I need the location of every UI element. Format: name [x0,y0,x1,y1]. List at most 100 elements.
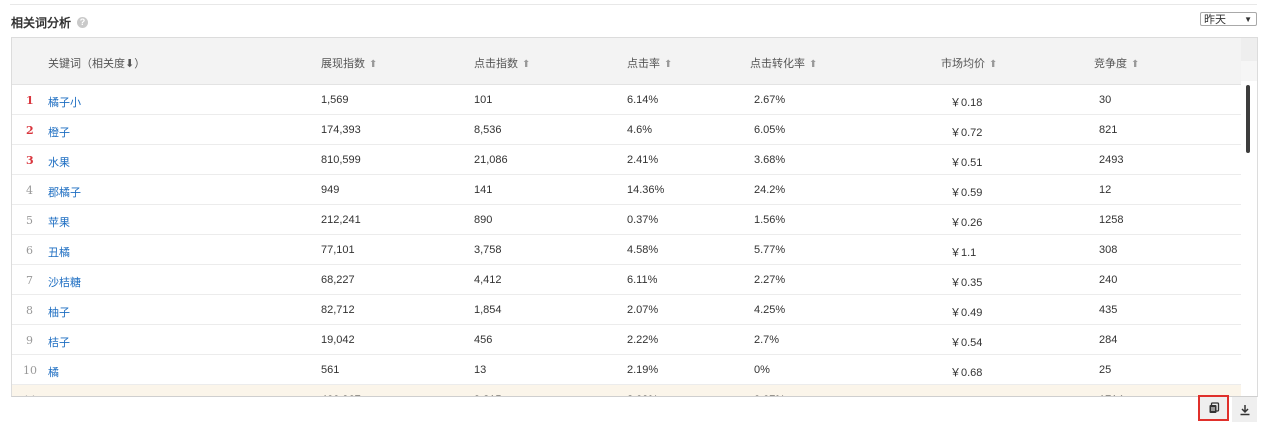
download-button[interactable] [1232,397,1257,422]
keyword-link[interactable]: 橘子小 [48,97,81,109]
cell-clicks: 141 [474,184,493,196]
cell-clicks: 456 [474,334,493,346]
cell-competition: 308 [1099,244,1118,256]
sort-icon: ⬆ [809,59,818,70]
cell-ctr: 2.19% [627,364,659,376]
cell-competition: 1258 [1099,214,1124,226]
cell-impressions: 561 [321,364,340,376]
column-header-keyword[interactable]: 关键词（相关度⬇） [48,58,146,70]
section-title: 相关词分析 [11,16,72,30]
keyword-link[interactable]: 丑橘 [48,247,70,259]
column-header-impressions[interactable]: 展现指数 ⬆ [321,58,378,70]
keyword-link[interactable]: 苹果 [48,217,70,229]
section-header: 相关词分析 ? [11,14,89,31]
cell-ctr: 2.22% [627,334,659,346]
copy-icon [1209,402,1219,413]
cell-cvr: 6.05% [754,124,786,136]
cell-competition: 30 [1099,94,1112,106]
row-rank: 2 [26,124,34,137]
cell-price: ￥0.51 [950,157,983,169]
cell-impressions: 949 [321,184,340,196]
cell-competition: 284 [1099,334,1118,346]
keyword-link[interactable]: 桔子 [48,337,70,349]
column-header-clicks[interactable]: 点击指数 ⬆ [474,58,531,70]
keyword-link[interactable]: 柚子 [48,307,70,319]
cell-price: ￥0.68 [950,367,983,379]
column-header-conversion-rate[interactable]: 点击转化率 ⬆ [750,58,818,70]
keyword-link[interactable]: 郡橘子 [48,187,81,199]
keyword-link[interactable]: 橘 [48,367,59,379]
keyword-link[interactable]: 沙桔糖 [48,277,81,289]
table-row[interactable]: 8 柚子 82,712 1,854 2.07% 4.25% ￥0.49 435 [12,295,1241,325]
sort-icon: ⬆ [369,59,378,70]
cell-price: ￥0.59 [950,187,983,199]
cell-clicks: 13 [474,364,487,376]
table-row[interactable]: 5 苹果 212,241 890 0.37% 1.56% ￥0.26 1258 [12,205,1241,235]
cell-impressions: 1,569 [321,94,349,106]
help-icon[interactable]: ? [77,17,89,28]
cell-impressions: 174,393 [321,124,361,136]
table-row[interactable]: 10 橘 561 13 2.19% 0% ￥0.68 25 [12,355,1241,385]
cell-price: ￥0.18 [950,97,983,109]
keyword-link[interactable]: 橙子 [48,127,70,139]
row-rank: 11 [23,394,37,396]
row-rank: 9 [26,334,33,347]
cell-cvr: 0.07% [754,394,785,396]
scrollbar-thumb[interactable] [1246,85,1250,153]
row-rank: 7 [26,274,33,287]
cell-cvr: 2.27% [754,274,786,286]
column-header-avg-price[interactable]: 市场均价 ⬆ [941,58,998,70]
cell-ctr: 0.37% [627,214,659,226]
cell-clicks: 1,854 [474,304,502,316]
cell-ctr: 6.14% [627,94,659,106]
cell-cvr: 1.56% [754,214,786,226]
column-header-competition[interactable]: 竞争度 ⬆ [1094,58,1140,70]
cell-clicks: 4,412 [474,274,502,286]
cell-competition: 435 [1099,304,1118,316]
cell-price: ￥0.26 [950,217,983,229]
cell-competition: 1714 [1099,394,1123,396]
table-row[interactable]: 4 郡橘子 949 141 14.36% 24.2% ￥0.59 12 [12,175,1241,205]
table-row[interactable]: 11 瓜子 400,967 9,215 2.09% 0.07% ￥0.00 1714 [12,385,1241,396]
sort-icon: ⬆ [989,59,998,70]
cell-price: ￥1.1 [950,247,977,259]
cell-impressions: 19,042 [321,334,355,346]
cell-ctr: 4.6% [627,124,653,136]
cell-impressions: 810,599 [321,154,361,166]
cell-price: ￥0.35 [950,277,983,289]
date-range-select[interactable]: 昨天 ▼ [1200,12,1257,26]
vertical-scrollbar[interactable] [1241,38,1257,396]
sort-icon: ⬆ [522,59,531,70]
cell-clicks: 3,758 [474,244,502,256]
cell-price: ￥0.00 [950,394,982,396]
cell-clicks: 21,086 [474,154,508,166]
date-range-value: 昨天 [1204,14,1226,26]
sort-icon: ⬆ [664,59,673,70]
cell-competition: 12 [1099,184,1112,196]
cell-clicks: 890 [474,214,493,226]
cell-ctr: 14.36% [627,184,665,196]
row-rank: 8 [26,304,33,317]
table-row[interactable]: 2 橙子 174,393 8,536 4.6% 6.05% ￥0.72 821 [12,115,1241,145]
table-row[interactable]: 9 桔子 19,042 456 2.22% 2.7% ￥0.54 284 [12,325,1241,355]
keyword-link[interactable]: 水果 [48,157,70,169]
cell-ctr: 2.41% [627,154,659,166]
table-row[interactable]: 7 沙桔糖 68,227 4,412 6.11% 2.27% ￥0.35 240 [12,265,1241,295]
row-rank: 10 [23,364,37,377]
copy-button[interactable] [1198,395,1229,421]
column-header-ctr[interactable]: 点击率 ⬆ [627,58,673,70]
table-row[interactable]: 6 丑橘 77,101 3,758 4.58% 5.77% ￥1.1 308 [12,235,1241,265]
cell-cvr: 2.7% [754,334,780,346]
cell-clicks: 8,536 [474,124,502,136]
cell-ctr: 2.07% [627,304,659,316]
cell-impressions: 77,101 [321,244,355,256]
keyword-link[interactable]: 瓜子 [48,394,70,396]
cell-impressions: 68,227 [321,274,355,286]
cell-impressions: 212,241 [321,214,361,226]
cell-ctr: 2.09% [627,394,658,396]
table-row[interactable]: 1 橘子小 1,569 101 6.14% 2.67% ￥0.18 30 [12,85,1241,115]
cell-cvr: 24.2% [754,184,786,196]
table-row[interactable]: 3 水果 810,599 21,086 2.41% 3.68% ￥0.51 2493 [12,145,1241,175]
cell-competition: 2493 [1099,154,1124,166]
related-keywords-table: 关键词（相关度⬇） 展现指数 ⬆ 点击指数 ⬆ 点击率 ⬆ 点击转化率 ⬆ 市场均价 ⬆ … [11,37,1258,397]
